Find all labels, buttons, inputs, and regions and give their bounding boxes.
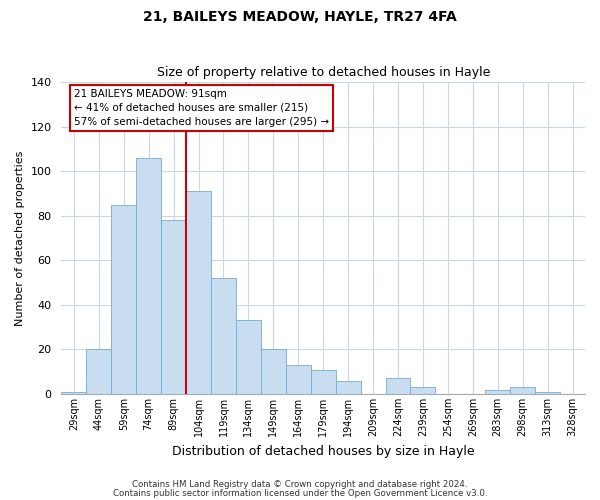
Bar xyxy=(61,392,86,394)
Bar xyxy=(211,278,236,394)
Bar xyxy=(311,370,335,394)
Text: 21 BAILEYS MEADOW: 91sqm
← 41% of detached houses are smaller (215)
57% of semi-: 21 BAILEYS MEADOW: 91sqm ← 41% of detach… xyxy=(74,88,329,126)
Bar xyxy=(386,378,410,394)
Bar xyxy=(186,191,211,394)
Bar xyxy=(410,388,436,394)
Text: Contains HM Land Registry data © Crown copyright and database right 2024.: Contains HM Land Registry data © Crown c… xyxy=(132,480,468,489)
Bar xyxy=(136,158,161,394)
Text: Contains public sector information licensed under the Open Government Licence v3: Contains public sector information licen… xyxy=(113,489,487,498)
Bar xyxy=(335,380,361,394)
Bar xyxy=(535,392,560,394)
Bar xyxy=(485,390,510,394)
Bar xyxy=(111,204,136,394)
Bar xyxy=(236,320,261,394)
Bar xyxy=(161,220,186,394)
Title: Size of property relative to detached houses in Hayle: Size of property relative to detached ho… xyxy=(157,66,490,80)
Bar xyxy=(510,388,535,394)
Bar xyxy=(86,350,111,394)
X-axis label: Distribution of detached houses by size in Hayle: Distribution of detached houses by size … xyxy=(172,444,475,458)
Bar xyxy=(261,350,286,394)
Text: 21, BAILEYS MEADOW, HAYLE, TR27 4FA: 21, BAILEYS MEADOW, HAYLE, TR27 4FA xyxy=(143,10,457,24)
Y-axis label: Number of detached properties: Number of detached properties xyxy=(15,150,25,326)
Bar xyxy=(286,365,311,394)
